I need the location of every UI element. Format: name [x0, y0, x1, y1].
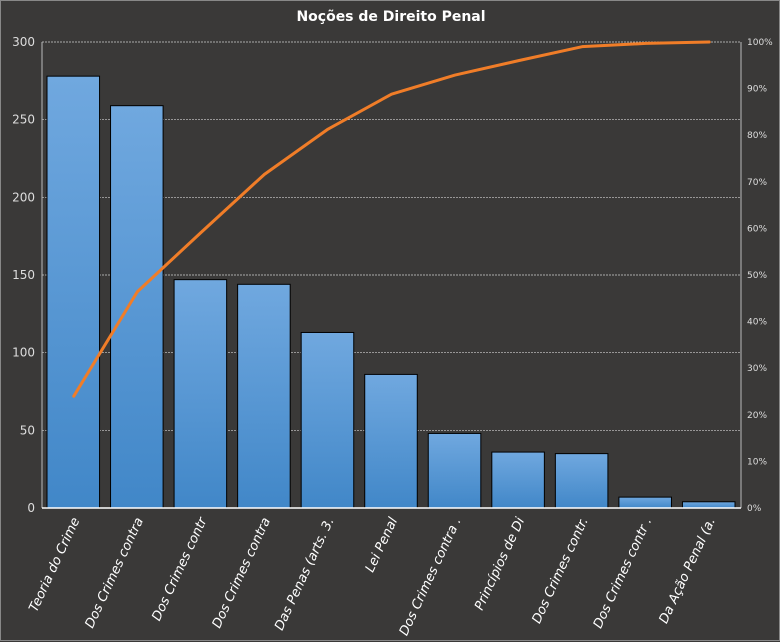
x-category-label: Dos Crimes contra — [83, 515, 147, 630]
bar — [46, 75, 101, 509]
x-category-label: Dos Crimes contr — [149, 514, 211, 624]
y2-tick-label: 60% — [747, 224, 767, 234]
y2-tick-label: 80% — [747, 131, 767, 141]
y-tick-label: 200 — [12, 190, 35, 204]
x-category-label: Teoria do Crime — [27, 515, 84, 614]
cumulative-point — [580, 45, 584, 48]
bar — [427, 432, 482, 509]
cumulative-point — [136, 290, 139, 293]
bar — [364, 373, 418, 509]
y2-tick-label: 70% — [747, 178, 767, 188]
cumulative-point — [644, 42, 647, 45]
y-tick-label: 100 — [12, 346, 35, 360]
y2-tick-label: 40% — [747, 318, 767, 328]
bar — [173, 279, 228, 509]
y-tick-label: 150 — [12, 268, 35, 282]
y2-tick-label: 90% — [747, 85, 767, 95]
y2-tick-label: 50% — [747, 271, 767, 281]
y2-tick-label: 20% — [747, 411, 767, 421]
bar — [554, 453, 609, 509]
y2-tick-label: 100% — [747, 38, 773, 48]
y2-tick-label: 0% — [747, 504, 762, 514]
x-category-label: Lei Penal — [363, 515, 402, 575]
cumulative-point — [390, 92, 393, 96]
x-category-label: Da Ação Penal (a. — [657, 515, 719, 626]
x-category-label: Dos Crimes contr. — [529, 515, 591, 626]
cumulative-point — [263, 173, 266, 176]
chart-title: Noções de Direito Penal — [296, 9, 486, 25]
cumulative-point — [72, 394, 75, 398]
y-tick-label: 250 — [12, 113, 35, 127]
y-tick-label: 300 — [12, 35, 35, 49]
y-tick-label: 50 — [20, 423, 35, 437]
x-category-label: Princípios de Di — [472, 515, 528, 613]
cumulative-point — [708, 40, 711, 44]
x-category-label: Das Penas (arts. 3. — [272, 515, 337, 633]
x-category-label: Dos Crimes contr . — [591, 515, 656, 631]
bar — [237, 283, 291, 509]
cumulative-point — [517, 59, 520, 62]
cumulative-point — [326, 127, 330, 131]
bar — [618, 496, 672, 509]
bar — [491, 451, 545, 509]
bar — [681, 501, 736, 509]
x-category-label: Dos Crimes contra — [210, 515, 274, 630]
bar — [110, 105, 164, 509]
bar — [300, 331, 355, 509]
x-category-label: Dos Crimes contra . — [397, 515, 465, 638]
y2-tick-label: 30% — [747, 364, 767, 374]
y-tick-label: 0 — [27, 501, 35, 515]
cumulative-point — [199, 231, 203, 234]
y2-tick-label: 10% — [747, 457, 767, 467]
cumulative-point — [453, 73, 457, 77]
